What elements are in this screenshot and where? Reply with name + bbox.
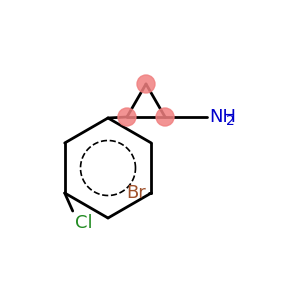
Text: Br: Br (127, 184, 146, 202)
Circle shape (156, 108, 174, 126)
Circle shape (118, 108, 136, 126)
Text: 2: 2 (226, 114, 235, 128)
Circle shape (137, 75, 155, 93)
Text: NH: NH (209, 108, 236, 126)
Text: Cl: Cl (75, 214, 92, 232)
